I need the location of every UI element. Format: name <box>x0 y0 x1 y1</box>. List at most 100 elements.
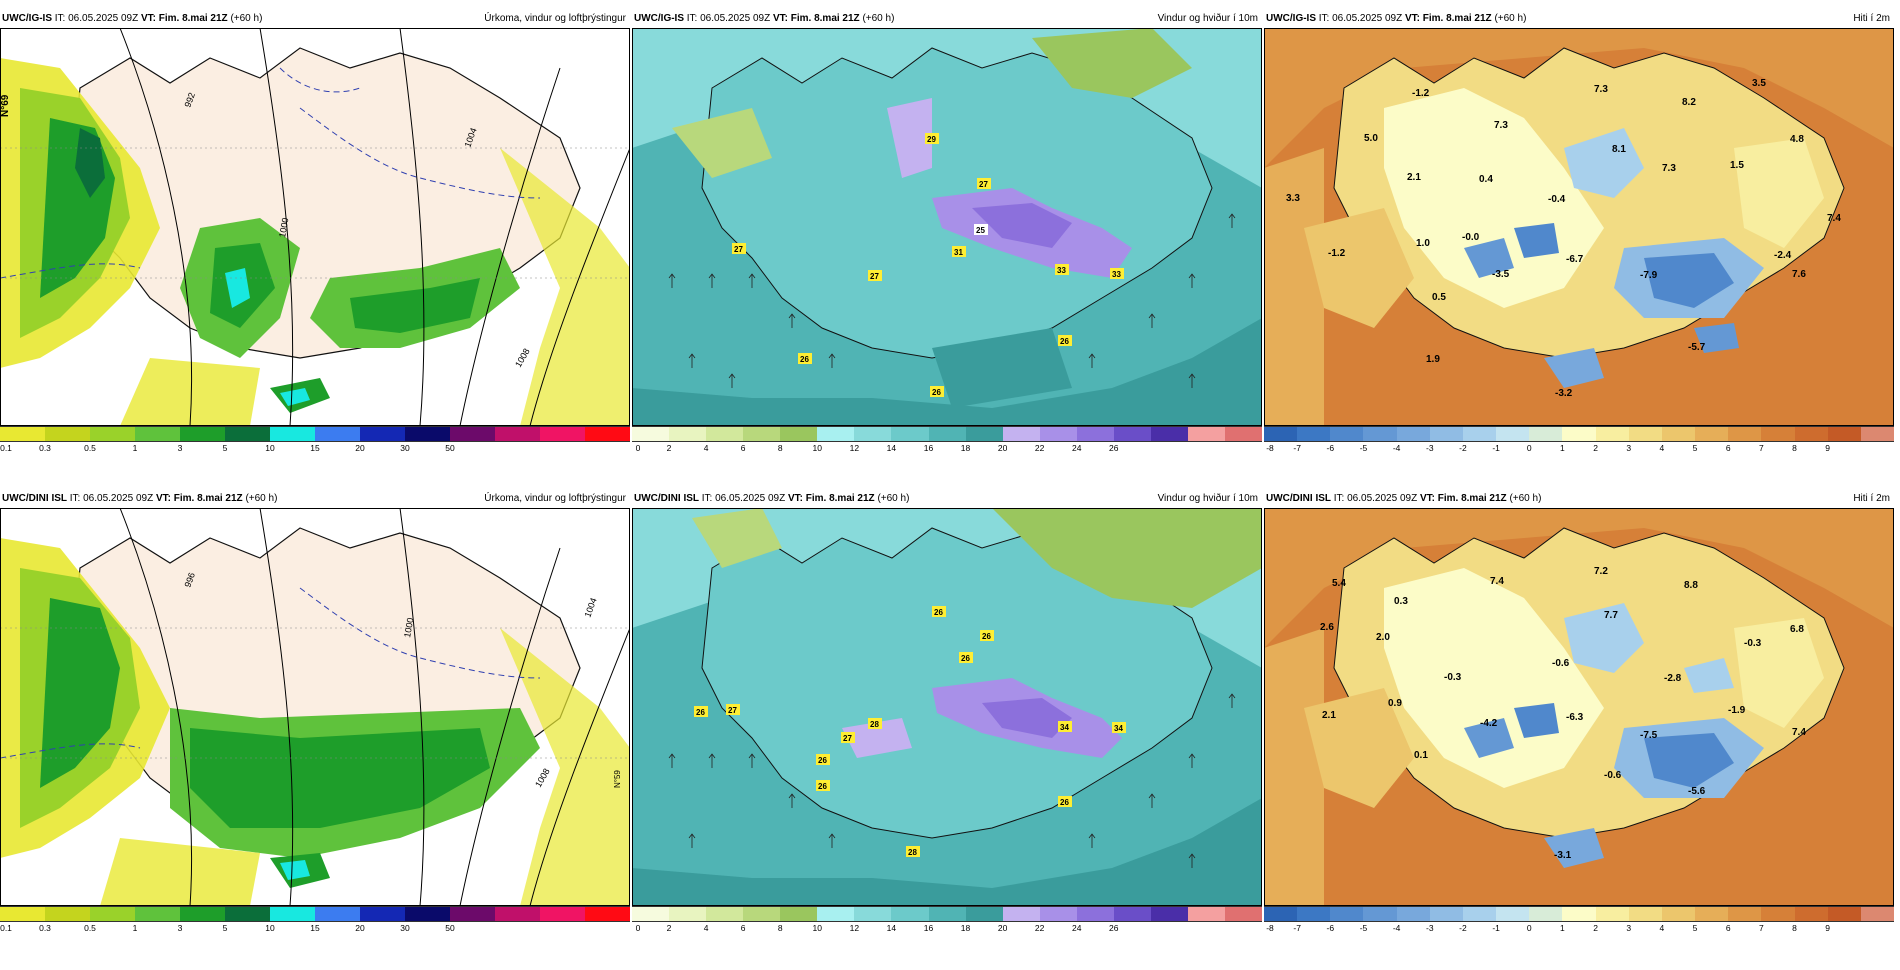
colorbar-tick: 5 <box>1692 443 1698 453</box>
gust-label: 27 <box>870 272 879 281</box>
colorbar-swatch <box>1661 427 1696 441</box>
colorbar-tick: -3 <box>1426 923 1434 933</box>
colorbar-swatch <box>1225 907 1263 921</box>
colorbar-tick: 7 <box>1758 443 1764 453</box>
field-title: Úrkoma, vindur og loftþrýstingur <box>484 13 626 24</box>
colorbar-tick: -3 <box>1426 443 1434 453</box>
temp-label: 0.3 <box>1394 596 1408 607</box>
model-name: UWC/DINI ISL <box>1266 493 1331 504</box>
panel-header: UWC/IG-IS IT: 06.05.2025 09Z VT: Fim. 8.… <box>0 10 630 28</box>
colorbar-tick: 20 <box>355 923 365 933</box>
colorbar-swatch <box>135 907 180 921</box>
precip-colorbar-ticks: 0.1 0.3 0.5 1 3 5 10 15 20 30 50 <box>0 923 630 935</box>
colorbar-swatch <box>270 427 315 441</box>
temp-label: 2.0 <box>1376 632 1390 643</box>
colorbar-swatch <box>1761 907 1795 921</box>
colorbar-tick: 10 <box>265 923 275 933</box>
colorbar-tick: 8 <box>1792 443 1797 453</box>
colorbar-tick: 2 <box>1593 923 1598 933</box>
wind-colorbar-ticks: 0 2 4 6 8 10 12 14 16 18 20 22 24 26 <box>632 443 1262 455</box>
colorbar-tick: 8 <box>1792 923 1797 933</box>
temp-label: -0.6 <box>1604 770 1622 781</box>
temp-label: -2.8 <box>1664 673 1682 684</box>
colorbar-swatch <box>780 427 818 441</box>
colorbar-swatch <box>1297 427 1331 441</box>
colorbar-swatch <box>1039 907 1077 921</box>
colorbar-tick: 3 <box>177 923 183 933</box>
colorbar-tick: 3 <box>1626 923 1632 933</box>
colorbar-swatch <box>743 907 781 921</box>
colorbar-swatch <box>315 907 360 921</box>
gust-label: 27 <box>728 706 737 715</box>
colorbar-tick: -4 <box>1392 923 1401 933</box>
colorbar-tick: 20 <box>355 443 365 453</box>
colorbar-swatch <box>1187 907 1225 921</box>
colorbar-swatch <box>1860 907 1894 921</box>
gust-label: 27 <box>734 245 743 254</box>
temp-label: -0.3 <box>1444 672 1462 683</box>
colorbar-tick: 0.1 <box>0 923 12 933</box>
temp-label: -1.9 <box>1728 705 1746 716</box>
colorbar-swatch <box>1562 427 1596 441</box>
colorbar-tick: 8 <box>777 923 783 933</box>
colorbar-swatch <box>1462 427 1497 441</box>
colorbar-swatch <box>1529 907 1563 921</box>
field-title: Vindur og hviður í 10m <box>1157 13 1258 24</box>
precip-map: N°69 992 1000 1004 1008 <box>0 28 630 426</box>
colorbar-tick: 50 <box>445 923 455 933</box>
temp-label: 1.5 <box>1730 160 1744 171</box>
colorbar-tick: 18 <box>960 443 971 453</box>
gust-label: 26 <box>961 654 970 663</box>
colorbar-swatch <box>1039 427 1077 441</box>
temp-label: 0.5 <box>1432 292 1446 303</box>
temp-label: 7.4 <box>1490 576 1504 587</box>
colorbar-swatch <box>1794 427 1828 441</box>
temp-label: -3.5 <box>1492 269 1510 280</box>
colorbar-tick: 26 <box>1109 443 1119 453</box>
temp-label: 8.8 <box>1684 580 1698 591</box>
colorbar-swatch <box>360 907 405 921</box>
temp-map: 5.4 7.2 8.8 0.3 7.4 7.7 2.6 2.0 -0.3 6.8… <box>1264 508 1894 906</box>
temp-label: 4.8 <box>1790 134 1804 145</box>
colorbar-swatch <box>0 427 45 441</box>
isobar-label: 1000 <box>277 217 290 238</box>
colorbar-tick: 9 <box>1825 443 1831 453</box>
lat-label: N°69 <box>0 94 11 117</box>
colorbar-swatch <box>1297 907 1331 921</box>
temp-label: 8.2 <box>1682 97 1696 108</box>
temp-label: 1.9 <box>1426 354 1440 365</box>
colorbar-swatch <box>90 907 135 921</box>
colorbar-tick: -2 <box>1459 923 1467 933</box>
gust-label: 31 <box>954 248 963 257</box>
colorbar-swatch <box>1462 907 1497 921</box>
field-title: Hiti í 2m <box>1853 13 1890 24</box>
colorbar-swatch <box>1264 907 1298 921</box>
gust-label: 26 <box>934 608 943 617</box>
colorbar-tick: 2 <box>666 443 672 453</box>
panel-header: UWC/DINI ISL IT: 06.05.2025 09Z VT: Fim.… <box>632 490 1262 508</box>
colorbar-swatch <box>1076 427 1114 441</box>
colorbar-tick: 1 <box>1560 443 1565 453</box>
isobar-label: 1000 <box>402 617 415 638</box>
colorbar-swatch <box>0 907 45 921</box>
temp-colorbar-ticks: -8 -7 -6 -5 -4 -3 -2 -1 0 1 2 3 4 5 6 7 8 9 <box>1264 923 1894 935</box>
colorbar-swatch <box>965 907 1003 921</box>
colorbar-tick: 5 <box>222 923 228 933</box>
colorbar-tick: 0.5 <box>84 443 96 453</box>
colorbar-swatch <box>669 907 707 921</box>
lat-label: N°59 <box>613 770 622 788</box>
temp-label: -7.9 <box>1640 270 1658 281</box>
colorbar-swatch <box>1827 907 1861 921</box>
colorbar-swatch <box>1113 907 1151 921</box>
temp-label: 7.7 <box>1604 610 1618 621</box>
gust-label: 26 <box>982 632 991 641</box>
colorbar-tick: 3 <box>1626 443 1632 453</box>
colorbar-swatch <box>45 907 90 921</box>
colorbar-tick: 7 <box>1758 923 1764 933</box>
temp-label: -6.7 <box>1566 254 1584 265</box>
colorbar-swatch <box>1225 427 1263 441</box>
colorbar-tick: 0.1 <box>0 443 12 453</box>
colorbar-swatch <box>1396 427 1430 441</box>
colorbar-tick: 0 <box>1526 443 1532 453</box>
model-name: UWC/DINI ISL <box>634 493 699 504</box>
